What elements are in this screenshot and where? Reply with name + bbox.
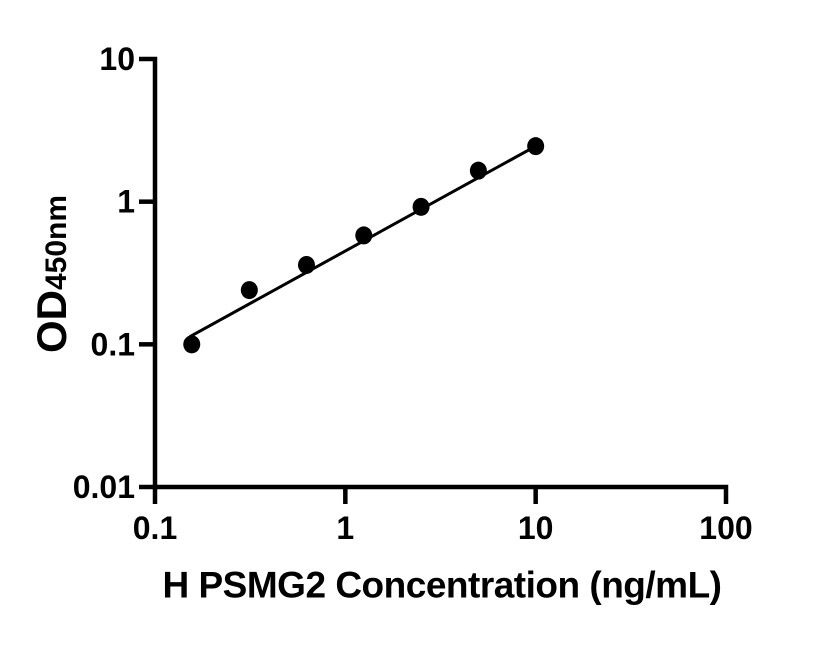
y-axis-title-main: OD	[28, 290, 75, 353]
data-point	[297, 255, 315, 274]
y-tick-label: 0.1	[91, 326, 135, 362]
y-axis-ticks-group: 10 1 0.1 0.01	[73, 41, 155, 505]
data-points-group	[183, 137, 545, 354]
y-axis-title: OD450nm	[28, 195, 75, 353]
y-axis-title-subscript: 450nm	[40, 195, 73, 290]
x-axis-title: H PSMG2 Concentration (ng/mL)	[163, 565, 722, 606]
y-tick-label: 0.01	[73, 469, 135, 505]
y-tick-label: 10	[99, 41, 135, 77]
x-tick-label: 1	[336, 510, 354, 546]
data-point	[469, 161, 487, 180]
data-point	[355, 226, 373, 245]
x-tick-label: 100	[699, 510, 752, 546]
axes-group	[139, 56, 729, 504]
x-tick-label: 0.1	[133, 510, 177, 546]
data-point	[412, 197, 430, 216]
data-point	[183, 335, 201, 354]
y-tick-label: 1	[117, 184, 135, 220]
data-point	[240, 281, 258, 300]
x-axis-ticks-group: 0.1 1 10 100	[133, 487, 753, 546]
x-tick-label: 10	[518, 510, 554, 546]
axis-spine	[139, 56, 729, 504]
data-point	[527, 137, 545, 156]
